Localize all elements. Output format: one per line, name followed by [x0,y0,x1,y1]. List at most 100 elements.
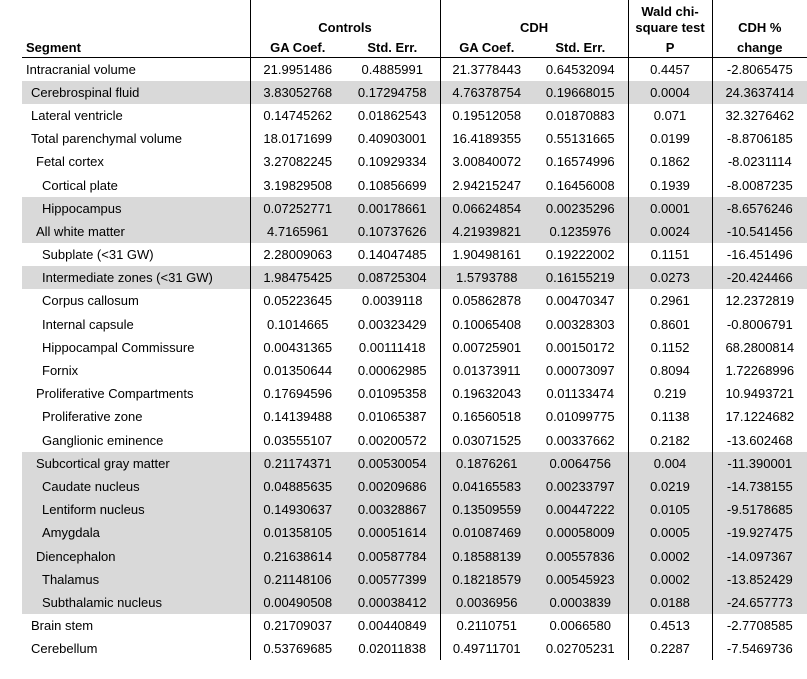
segment-cell: Amygdala [22,521,250,545]
cdh-ga-coef-cell: 4.21939821 [439,219,534,243]
pct-change-cell: 24.3637414 [711,80,807,104]
pct-change-cell: -8.6576246 [711,196,807,220]
controls-ga-coef-cell: 2.28009063 [249,243,345,267]
controls-ga-coef-cell: 0.01358105 [249,521,345,545]
table-row: Hippocampus 0.07252771 0.00178661 0.0662485… [22,196,807,220]
pct-change-cell: 1.72268996 [711,358,807,383]
segment-cell: Proliferative zone [42,409,143,425]
pct-change-cell: 68.2800814 [711,335,807,359]
cdh-std-err-cell: 0.0064756 [533,451,629,475]
wald-test-header-line2: square test [635,20,705,36]
cdh-ga-coef-cell: 0.01087469 [439,521,534,545]
controls-std-err-cell: 0.10856699 [357,177,427,193]
segment-cell: Cortical plate [42,177,118,193]
controls-std-err-cell: 0.00111418 [358,339,426,355]
cdh-ga-coef-cell: 16.4189355 [439,127,534,151]
pct-change-cell: 12.2372819 [711,289,807,313]
controls-std-err-cell: 0.01095358 [357,386,427,402]
controls-ga-coef-cell: 0.01350644 [249,358,345,383]
cdh-ga-coef-cell: 1.90498161 [439,243,534,267]
controls-ga-coef-cell: 3.83052768 [249,80,345,104]
cdh-std-err-cell: 0.16155219 [533,266,629,290]
cdh-std-err-cell: 0.55131665 [545,131,615,147]
segment-cell: Subthalamic nucleus [22,590,250,614]
segment-cell: Thalamus [22,567,250,591]
controls-std-err-cell: 0.08725304 [345,266,441,290]
table-row: Thalamus 0.21148106 0.00577399 0.18218579 0.… [22,567,807,591]
segment-cell: Cerebrospinal fluid [22,80,250,104]
segment-cell: Brain stem [31,618,94,634]
table-row: Hippocampal Commissure 0.00431365 0.001114… [22,335,807,359]
cdh-ga-coef-cell: 0.05862878 [439,289,534,313]
cdh-ga-coef-cell: 0.16560518 [439,405,534,429]
controls-ga-coef-cell: 0.21174371 [249,451,345,475]
pct-change-cell: -10.541456 [711,219,807,243]
controls-ga-coef-cell: 0.17694596 [249,382,345,406]
controls-std-err-cell: 0.40903001 [357,131,427,147]
pct-change-cell: 10.9493721 [711,382,807,406]
table-row: Amygdala 0.01358105 0.00051614 0.01087469 0.… [22,521,807,545]
controls-ga-coef-cell: 0.05223645 [249,289,345,313]
cdh-std-err-cell: 0.19668015 [533,80,629,104]
controls-std-err-cell: 0.0039118 [362,293,423,309]
segment-cell: Hippocampal Commissure [42,339,195,355]
cdh-ga-coef-cell: 21.3778443 [439,57,534,81]
controls-std-err-cell: 0.01065387 [357,409,427,425]
segment-cell: Corpus callosum [42,293,139,309]
pct-change-cell: -14.738155 [711,474,807,499]
cdh-ga-coef-header: GA Coef. [439,36,534,58]
cdh-ga-coef-cell: 0.00725901 [439,335,534,359]
pct-change-cell: 17.1224682 [711,405,807,429]
pct-change-cell: -14.097367 [711,544,807,568]
table-row: Intermediate zones (<31 GW) 1.98475425 0.0… [22,266,807,290]
p-value-cell: 0.2287 [627,637,713,661]
segment-cell: Subplate (<31 GW) [42,247,154,263]
p-value-cell: 0.2961 [627,289,713,313]
pct-change-cell: -2.7708585 [711,614,807,638]
controls-std-err-cell: 0.17294758 [345,80,441,104]
controls-ga-coef-cell: 0.14139488 [249,405,345,429]
cdh-std-err-cell: 0.0003839 [533,590,629,614]
segment-cell: Fetal cortex [36,154,104,170]
controls-std-err-cell: 0.10929334 [357,154,427,170]
cdh-std-err-cell: 0.00337662 [545,432,615,448]
controls-ga-coef-cell: 1.98475425 [249,266,345,290]
cdh-ga-coef-cell: 0.13509559 [439,498,534,522]
pct-change-cell: -8.8706185 [711,127,807,151]
table-body: Intracranial volume 21.9951486 0.4885991 21… [22,57,807,661]
p-value-cell: 0.1862 [627,150,713,174]
controls-std-err-cell: 0.00530054 [345,451,441,475]
table-row: Subcortical gray matter 0.21174371 0.00530… [22,451,807,475]
cdh-std-err-cell: 0.0066580 [549,618,611,634]
controls-std-err-cell: 0.4885991 [361,61,423,77]
cdh-ga-coef-cell: 0.19512058 [439,103,534,128]
controls-std-err-cell: 0.01862543 [357,107,427,123]
cdh-ga-coef-cell: 0.1876261 [439,451,534,475]
controls-ga-coef-cell: 0.21638614 [249,544,345,568]
p-value-cell: 0.0002 [627,544,713,568]
segment-cell: Hippocampus [22,196,250,220]
controls-std-err-cell: 0.00062985 [357,363,427,379]
cdh-std-err-cell: 0.64532094 [545,61,615,77]
pct-change-cell: -19.927475 [711,521,807,545]
p-value-cell: 0.4513 [627,614,713,638]
segment-cell: Fornix [42,363,79,379]
cdh-ga-coef-cell: 0.2110751 [439,614,534,638]
p-value-cell: 0.071 [627,103,713,128]
p-value-cell: 0.0273 [627,266,713,290]
controls-std-err-cell: 0.14047485 [357,247,427,263]
cdh-std-err-cell: 0.01133474 [546,386,615,402]
cdh-std-err-cell: 0.00073097 [545,363,615,379]
pct-change-cell: -24.657773 [711,590,807,614]
header-group-row: Segment Controls CDH Wald chi- square te… [22,0,807,58]
wald-test-header: Wald chi- square test [627,0,713,37]
cdh-group-header: CDH [439,0,629,37]
cdh-std-err-cell: 0.16574996 [545,154,615,170]
table-row: Lateral ventricle 0.14745262 0.01862543 0.1… [22,103,807,128]
cdh-ga-coef-cell: 0.01373911 [439,358,534,383]
p-value-cell: 0.4457 [627,57,713,81]
controls-ga-coef-cell: 0.14745262 [249,103,345,128]
table-row: Proliferative Compartments 0.17694596 0.01… [22,382,807,406]
controls-ga-coef-cell: 0.53769685 [249,637,345,661]
cdh-std-err-cell: 0.00058009 [533,521,629,545]
